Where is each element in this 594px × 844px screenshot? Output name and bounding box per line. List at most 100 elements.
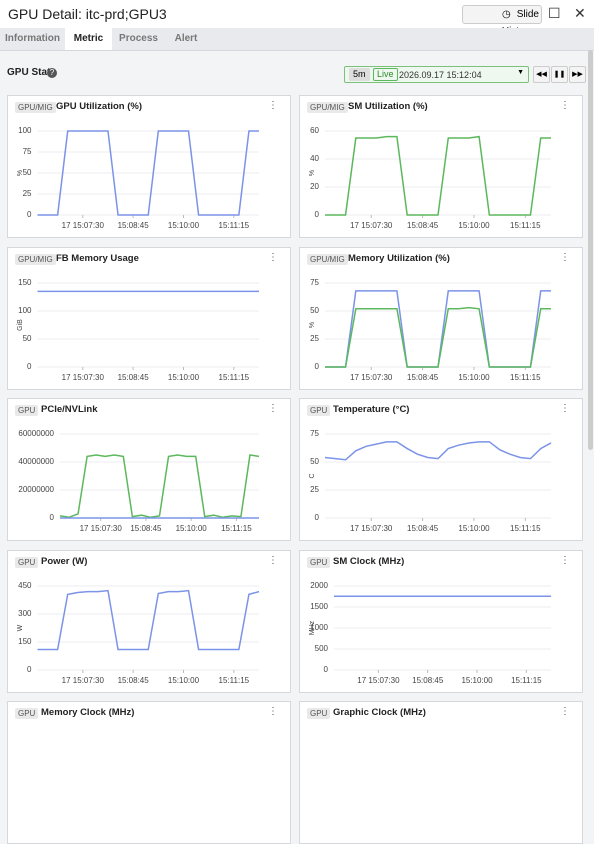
panel-tag: GPU: [15, 405, 39, 416]
x-tick-label: 15:08:45: [412, 676, 444, 685]
chart-panel: GPU/MIG SM Utilization (%) ⋮ 0 20 40 60 17 15:0…: [299, 95, 583, 238]
line-chart: 0 20 40 60 17 15:07:30 15:08:45 15:10:00 15:11:…: [309, 126, 551, 230]
live-badge: Live: [373, 68, 398, 81]
y-axis-unit: GiB: [17, 318, 24, 330]
panel-menu[interactable]: ⋮: [560, 100, 570, 111]
x-tick-label: 17 15:07:30: [62, 373, 105, 382]
series-line: [324, 441, 552, 461]
y-tick-label: 0: [27, 362, 32, 371]
chart-panel: GPU PCIe/NVLink ⋮ 0 20000000 40000000 60000000…: [7, 398, 291, 541]
line-chart: 0 150 300 450 17 15:07:30 15:08:45 15:10:00 15:…: [17, 581, 260, 685]
panel-menu[interactable]: ⋮: [268, 403, 278, 414]
help-icon[interactable]: ?: [47, 68, 57, 78]
window-title: GPU Detail: itc-prd;GPU3: [8, 6, 167, 22]
y-tick-label: 60000000: [18, 429, 54, 438]
series-line: [325, 135, 551, 216]
y-tick-label: 20: [310, 182, 319, 191]
maximize-button[interactable]: ☐: [548, 5, 561, 21]
y-tick-label: 75: [310, 278, 319, 287]
x-tick-label: 15:08:45: [118, 373, 150, 382]
tab[interactable]: Alert: [174, 33, 198, 44]
y-tick-label: 1000: [310, 623, 328, 632]
x-tick-label: 15:10:00: [458, 221, 490, 230]
y-axis-unit: C: [309, 473, 316, 478]
y-tick-label: 75: [23, 147, 32, 156]
y-tick-label: 300: [18, 609, 32, 618]
y-tick-label: 25: [310, 334, 319, 343]
panel-menu[interactable]: ⋮: [268, 554, 278, 566]
line-chart: 0 25 50 75 17 15:07:30 15:08:45 15:10:00 15:11:…: [309, 278, 551, 382]
y-tick-label: 50: [310, 457, 319, 466]
x-tick-label: 15:11:15: [219, 676, 250, 685]
y-tick-label: 100: [18, 306, 32, 315]
y-axis-unit: %: [309, 321, 316, 327]
chart-panel: GPU/MIG Memory Utilization (%) ⋮ 0 25 50 75 17 …: [299, 246, 583, 390]
y-tick-label: 0: [27, 210, 32, 219]
y-tick-label: 20000000: [18, 485, 54, 494]
chart-panel: GPU Power (W) ⋮ 0 150 300 450 17 15:07:30 15:08:…: [7, 549, 291, 693]
x-tick-label: 15:08:45: [407, 373, 439, 382]
panel-tag: GPU: [307, 708, 331, 719]
line-chart: 0 25 50 75 17 15:07:30 15:08:45 15:10:00 15:11:…: [309, 429, 552, 533]
y-tick-label: 0: [50, 513, 55, 522]
panel-title: GPU Utilization (%): [56, 101, 143, 112]
y-tick-label: 50: [23, 334, 32, 343]
y-axis-unit: %: [309, 170, 316, 176]
series-line: [37, 589, 260, 650]
panel-tag: GPU: [307, 405, 331, 416]
range-badge: 5m: [349, 68, 370, 81]
y-tick-label: 0: [315, 362, 320, 371]
panel-tag: GPU: [307, 556, 331, 568]
rewind-button[interactable]: ◀◀: [533, 66, 550, 83]
time-selector[interactable]: 5m Live 2026.09.17 15:12:04 ▼: [344, 66, 529, 83]
x-tick-label: 15:10:00: [168, 373, 200, 382]
section-title: GPU Stat: [7, 67, 51, 78]
x-tick-label: 15:08:45: [407, 221, 439, 230]
pause-button[interactable]: ❚❚: [551, 66, 568, 83]
x-tick-label: 15:11:15: [510, 524, 541, 533]
panel-menu[interactable]: ⋮: [560, 251, 570, 263]
panel-menu[interactable]: ⋮: [268, 251, 278, 263]
tab[interactable]: Process: [119, 33, 158, 44]
x-tick-label: 15:11:15: [510, 221, 541, 230]
line-chart: 0 50 100 150 17 15:07:30 15:08:45 15:10:00 15:1…: [17, 278, 259, 382]
close-button[interactable]: ✕: [574, 5, 586, 21]
panel-tag: GPU: [15, 556, 39, 568]
x-tick-label: 15:10:00: [458, 373, 490, 382]
y-axis-unit: W: [17, 624, 24, 631]
x-tick-label: 15:08:45: [407, 524, 439, 533]
header: GPU Detail: itc-prd;GPU3 ◷Slide History …: [0, 0, 594, 37]
tab[interactable]: Information: [5, 33, 60, 44]
y-tick-label: 50: [23, 168, 32, 177]
x-tick-label: 15:10:00: [458, 524, 490, 533]
x-tick-label: 17 15:07:30: [80, 524, 123, 533]
y-axis-unit: %: [17, 170, 24, 176]
series-line: [59, 454, 260, 519]
panel-title: Temperature (°C): [333, 404, 410, 415]
panel-menu[interactable]: ⋮: [560, 554, 570, 566]
x-tick-label: 17 15:07:30: [62, 221, 105, 230]
line-chart: 0 20000000 40000000 60000000 17 15:07:30 15:0…: [18, 429, 260, 533]
panel-tag: GPU/MIG: [15, 102, 56, 113]
x-tick-label: 15:08:45: [118, 221, 150, 230]
y-tick-label: 40: [310, 154, 319, 163]
panel-tag: GPU: [15, 708, 39, 719]
forward-button[interactable]: ▶▶: [569, 66, 586, 83]
slide-history-button[interactable]: ◷Slide History: [462, 5, 542, 37]
series-line: [325, 306, 551, 368]
y-tick-label: 0: [315, 513, 320, 522]
y-tick-label: 150: [18, 278, 32, 287]
chart-panel: GPU SM Clock (MHz) ⋮ 0 500 1000 1500 2000 17 15:…: [299, 549, 583, 693]
panel-menu[interactable]: ⋮: [560, 706, 570, 717]
panel-menu[interactable]: ⋮: [268, 100, 278, 111]
y-tick-label: 450: [18, 581, 32, 590]
chart-panel: GPU/MIG FB Memory Usage ⋮ 0 50 100 150 17 15:07…: [7, 246, 291, 390]
panel-title: Power (W): [41, 555, 88, 567]
panel-menu[interactable]: ⋮: [560, 403, 570, 414]
panel-tag: GPU/MIG: [15, 253, 56, 265]
x-tick-label: 15:11:15: [221, 524, 252, 533]
tab[interactable]: Metric: [65, 28, 112, 50]
scrollbar[interactable]: [588, 50, 593, 450]
panel-menu[interactable]: ⋮: [268, 706, 278, 717]
